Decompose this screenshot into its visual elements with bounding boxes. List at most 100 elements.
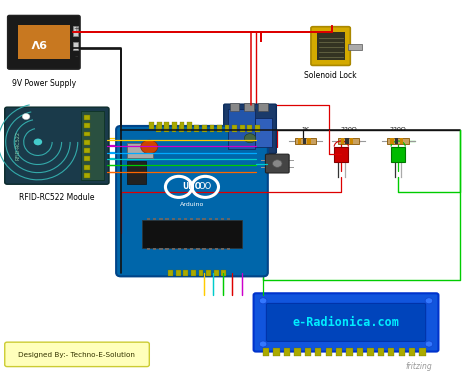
Bar — [255, 118, 273, 147]
Bar — [240, 125, 245, 132]
Bar — [159, 218, 163, 220]
Bar — [196, 248, 200, 250]
Bar — [172, 218, 175, 220]
FancyBboxPatch shape — [265, 154, 289, 173]
Bar — [164, 122, 169, 129]
Bar — [215, 218, 218, 220]
Text: +: + — [73, 26, 79, 32]
Bar — [326, 348, 332, 356]
Text: 220Ω: 220Ω — [390, 127, 407, 132]
Bar — [179, 125, 184, 132]
Bar — [202, 125, 207, 132]
Bar — [73, 42, 78, 50]
FancyBboxPatch shape — [266, 303, 426, 341]
Bar — [209, 248, 212, 250]
Circle shape — [141, 140, 158, 154]
Text: fritzing: fritzing — [405, 362, 432, 371]
Bar — [176, 270, 181, 276]
Text: Designed By:- Techno-E-Solution: Designed By:- Techno-E-Solution — [18, 352, 135, 358]
Text: 1K: 1K — [302, 127, 310, 132]
Bar — [184, 248, 187, 250]
Bar — [81, 111, 104, 180]
Text: 220Ω: 220Ω — [340, 127, 357, 132]
Bar — [228, 109, 255, 149]
Bar — [210, 125, 214, 132]
Bar — [183, 270, 188, 276]
Bar — [164, 125, 169, 132]
Bar — [202, 248, 206, 250]
Bar — [273, 348, 280, 356]
Bar — [172, 248, 175, 250]
Bar — [157, 122, 162, 129]
Circle shape — [259, 298, 267, 304]
Circle shape — [259, 341, 267, 347]
Text: OO: OO — [199, 182, 212, 191]
Bar — [294, 348, 301, 356]
Bar — [142, 220, 242, 248]
Bar — [230, 103, 239, 111]
Bar — [305, 348, 311, 356]
Bar — [147, 248, 150, 250]
Bar — [84, 173, 90, 178]
Bar — [378, 348, 384, 356]
Bar — [334, 147, 348, 162]
Bar — [178, 248, 181, 250]
Circle shape — [425, 298, 433, 304]
Bar — [346, 348, 353, 356]
Bar — [400, 138, 403, 144]
FancyBboxPatch shape — [254, 293, 438, 352]
Bar — [153, 218, 156, 220]
Bar — [84, 156, 90, 161]
Circle shape — [273, 160, 282, 167]
Bar — [348, 44, 362, 50]
Bar — [217, 125, 222, 132]
Bar — [187, 125, 191, 132]
Bar — [18, 25, 70, 59]
Bar — [221, 248, 224, 250]
Bar — [84, 115, 90, 120]
Bar — [147, 218, 150, 220]
Bar — [168, 270, 173, 276]
Bar — [345, 138, 348, 144]
Bar — [190, 248, 193, 250]
Bar — [295, 138, 317, 144]
Bar — [191, 270, 196, 276]
Bar — [307, 138, 311, 144]
Text: Solenoid Lock: Solenoid Lock — [304, 71, 357, 80]
Bar — [258, 103, 268, 111]
Bar — [153, 248, 156, 250]
Bar — [159, 248, 163, 250]
Bar — [206, 270, 211, 276]
Bar — [315, 348, 321, 356]
Bar — [156, 125, 161, 132]
Bar — [84, 132, 90, 136]
Bar — [337, 138, 359, 144]
Bar — [172, 122, 177, 129]
Text: RFID-RC522: RFID-RC522 — [15, 131, 20, 160]
Bar — [263, 348, 269, 356]
Bar — [214, 270, 219, 276]
FancyBboxPatch shape — [5, 342, 149, 367]
Bar — [84, 165, 90, 170]
Bar — [127, 161, 146, 184]
Bar — [127, 143, 153, 158]
Bar — [225, 125, 229, 132]
Bar — [244, 103, 254, 111]
Bar — [227, 218, 230, 220]
Text: UNO: UNO — [182, 182, 201, 191]
Bar — [165, 218, 169, 220]
Bar — [391, 147, 405, 162]
Text: 9V Power Supply: 9V Power Supply — [12, 79, 76, 88]
Text: RFID-RC522 Module: RFID-RC522 Module — [19, 193, 95, 202]
Bar — [388, 348, 394, 356]
Bar — [350, 138, 353, 144]
Bar — [395, 138, 398, 144]
Circle shape — [425, 341, 433, 347]
Bar — [298, 138, 301, 144]
Bar — [387, 138, 409, 144]
Bar — [227, 248, 230, 250]
Bar — [409, 348, 415, 356]
Bar — [178, 218, 181, 220]
Bar — [221, 218, 224, 220]
Bar — [165, 248, 169, 250]
